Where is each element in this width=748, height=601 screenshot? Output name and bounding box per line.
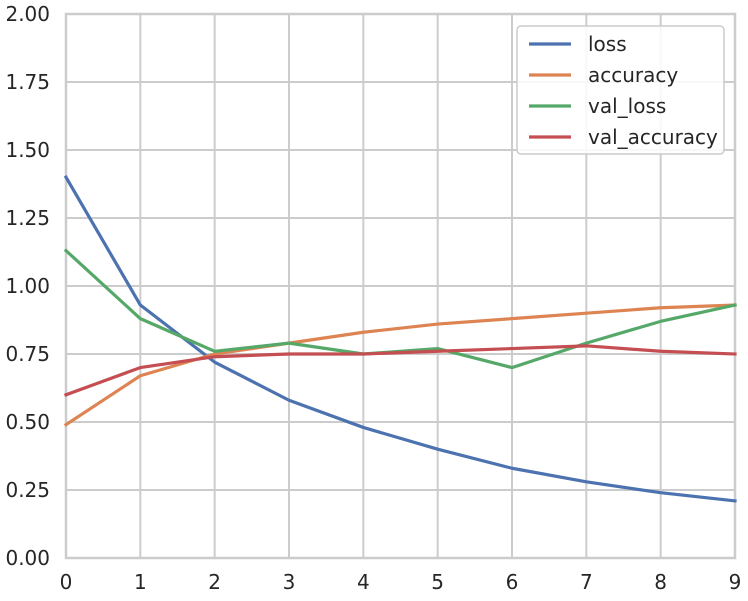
legend-label-loss: loss xyxy=(588,32,627,56)
legend-label-accuracy: accuracy xyxy=(588,63,678,87)
plot-frame xyxy=(64,12,737,560)
x-tick-label-1: 1 xyxy=(134,570,147,594)
plot-border xyxy=(64,12,737,560)
y-tick-label-8: 2.00 xyxy=(5,2,50,26)
x-tick-label-6: 6 xyxy=(506,570,519,594)
series-line-val-accuracy xyxy=(63,344,737,397)
legend: loss accuracy val_loss val_accuracy xyxy=(516,25,725,155)
series-line-loss xyxy=(63,175,737,503)
y-tick-label-6: 1.50 xyxy=(5,138,50,162)
x-axis-ticks: 0 1 2 3 4 5 6 7 8 9 xyxy=(60,570,742,594)
x-tick-label-4: 4 xyxy=(357,570,370,594)
x-tick-label-2: 2 xyxy=(208,570,221,594)
x-tick-label-7: 7 xyxy=(580,570,593,594)
x-tick-label-9: 9 xyxy=(729,570,742,594)
legend-label-val-loss: val_loss xyxy=(588,94,666,118)
y-tick-label-4: 1.00 xyxy=(5,274,50,298)
x-tick-label-0: 0 xyxy=(60,570,73,594)
y-tick-label-2: 0.50 xyxy=(5,410,50,434)
y-tick-label-0: 0.00 xyxy=(5,546,50,570)
y-tick-label-5: 1.25 xyxy=(5,206,50,230)
y-tick-label-1: 0.25 xyxy=(5,478,50,502)
x-tick-label-3: 3 xyxy=(283,570,296,594)
series-line-accuracy xyxy=(63,303,737,427)
legend-box xyxy=(516,25,725,155)
y-tick-label-7: 1.75 xyxy=(5,70,50,94)
x-tick-label-5: 5 xyxy=(431,570,444,594)
y-axis-ticks: 0.00 0.25 0.50 0.75 1.00 1.25 1.50 1.75 2.00 xyxy=(5,2,50,570)
x-tick-label-8: 8 xyxy=(654,570,667,594)
legend-label-val-accuracy: val_accuracy xyxy=(588,125,718,149)
series-layer xyxy=(63,175,737,503)
y-tick-label-3: 0.75 xyxy=(5,342,50,366)
